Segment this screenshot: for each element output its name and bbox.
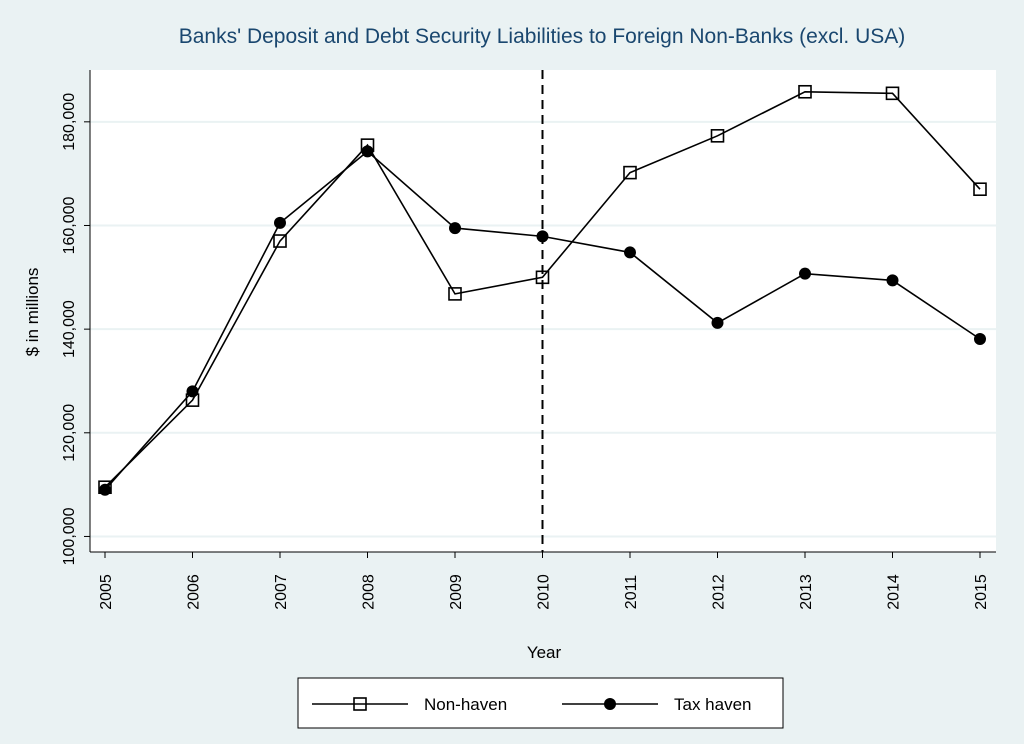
y-tick-label-120000: 120,000 [61,404,78,462]
y-axis-ticks: 100,000 120,000 140,000 160,000 180,000 [61,93,90,565]
point-tax-haven-2006 [186,385,199,398]
point-non-haven-2007 [273,234,287,248]
x-tick-label-2008: 2008 [361,574,378,610]
y-tick-label-160000: 160,000 [61,196,78,254]
point-tax-haven-2015 [974,332,986,345]
y-axis-title: $ in millions [23,268,42,357]
point-tax-haven-2009 [449,222,461,235]
series-tax-haven [99,145,986,496]
x-tick-label-2014: 2014 [886,574,903,610]
legend-marker-non-haven [353,697,367,711]
series-layer [98,84,987,496]
legend-item-non-haven: Non-haven [312,695,507,714]
y-tick-label-180000: 180,000 [61,93,78,151]
legend-label-non-haven: Non-haven [424,695,507,714]
point-tax-haven-2005 [99,483,111,496]
point-non-haven-2012 [710,129,725,143]
legend-box [297,677,784,729]
y-tick-label-140000: 140,000 [61,300,78,358]
point-non-haven-2011 [623,165,637,180]
x-tick-label-2010: 2010 [536,574,553,610]
x-axis-title: Year [527,643,562,662]
x-tick-label-2012: 2012 [711,574,728,610]
point-non-haven-2009 [448,287,462,301]
point-tax-haven-2013 [799,267,811,280]
x-tick-label-2005: 2005 [98,574,115,610]
legend: Non-haven Tax haven [297,677,784,729]
point-non-haven-2014 [885,86,900,101]
series-line-non-haven [104,90,981,488]
point-non-haven-2013 [798,84,812,99]
x-axis-ticks: 2005 2006 2007 2008 2009 2010 2011 2012 2013 2014… [98,552,990,610]
point-non-haven-2010 [535,270,550,285]
point-tax-haven-2011 [624,246,636,259]
point-tax-haven-2008 [361,145,374,158]
legend-label-tax-haven: Tax haven [674,695,752,714]
x-tick-label-2006: 2006 [186,574,203,610]
legend-item-tax-haven: Tax haven [562,695,752,714]
y-tick-label-100000: 100,000 [61,507,78,565]
point-tax-haven-2007 [274,216,286,229]
x-tick-label-2013: 2013 [798,574,815,610]
point-tax-haven-2014 [886,274,899,287]
x-tick-label-2015: 2015 [973,574,990,610]
x-tick-label-2011: 2011 [623,575,640,610]
legend-marker-tax-haven [604,698,616,710]
x-tick-label-2009: 2009 [448,574,465,610]
point-tax-haven-2010 [536,230,549,243]
chart-title: Banks' Deposit and Debt Security Liabili… [179,25,906,48]
x-tick-label-2007: 2007 [273,574,290,610]
point-non-haven-2015 [973,182,987,197]
point-tax-haven-2012 [711,316,724,329]
